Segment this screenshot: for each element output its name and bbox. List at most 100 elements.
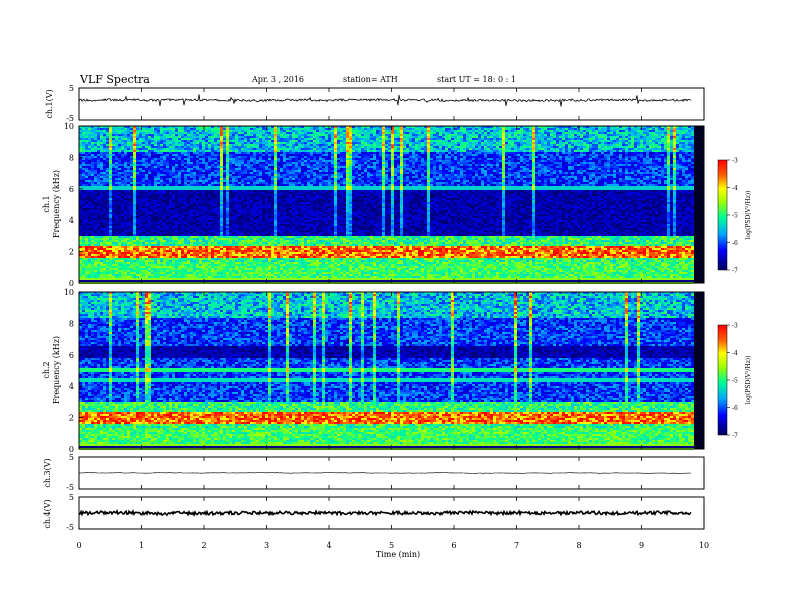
spectrogram-cell (88, 136, 91, 138)
spectrogram-cell (115, 220, 118, 222)
spectrogram-cell (85, 212, 88, 214)
spectrogram-cell (112, 210, 115, 212)
spectrogram-cell (124, 128, 127, 130)
spectrogram-cell (115, 128, 118, 130)
spectrogram-cell (124, 188, 127, 190)
spectrogram-cell (94, 216, 97, 218)
spectrogram-cell (97, 232, 100, 234)
spectrogram-cell (106, 144, 109, 146)
spectrogram-cell (133, 162, 136, 164)
spectrogram-cell (85, 226, 88, 228)
spectrogram-cell (124, 262, 127, 264)
spectrogram-cell (109, 154, 112, 156)
spectrogram-cell (100, 154, 103, 156)
spectrogram-cell (106, 164, 109, 166)
spectrogram-cell (124, 164, 127, 166)
spectrogram-cell (118, 182, 121, 184)
spectrogram-cell (124, 224, 127, 226)
spectrogram-cell (97, 210, 100, 212)
spectrogram-cell (109, 156, 112, 158)
spectrogram-cell (133, 234, 136, 236)
spectrogram-cell (124, 228, 127, 230)
spectrogram-cell (115, 202, 118, 204)
spectrogram-cell (103, 130, 106, 132)
spectrogram-cell (109, 178, 112, 180)
spectrogram-cell (100, 230, 103, 232)
spectrogram-cell (118, 158, 121, 160)
spectrogram-cell (91, 228, 94, 230)
spectrogram-cell (85, 206, 88, 208)
spectrogram-cell (94, 252, 97, 254)
spectrogram-cell (124, 174, 127, 176)
start-time-label: start UT = 18: 0 : 1 (437, 75, 516, 84)
spectrogram-cell (106, 180, 109, 182)
spectrogram-cell (88, 198, 91, 200)
spectrogram-cell (100, 216, 103, 218)
spectrogram-cell (88, 242, 91, 244)
spectrogram-cell (97, 250, 100, 252)
spectrogram-cell (109, 198, 112, 200)
spectrogram-cell (112, 136, 115, 138)
spectrogram-cell (97, 156, 100, 158)
spectrogram-cell (97, 242, 100, 244)
spectrogram-cell (115, 190, 118, 192)
spectrogram-cell (112, 176, 115, 178)
spectrogram-cell (109, 214, 112, 216)
spectrogram-cell (103, 212, 106, 214)
spectrogram-cell (115, 216, 118, 218)
spectrogram-cell (91, 186, 94, 188)
spectrogram-cell (124, 142, 127, 144)
spectrogram-cell (115, 204, 118, 206)
spectrogram-cell (109, 258, 112, 260)
spectrogram-cell (103, 132, 106, 134)
spectrogram-cell (112, 130, 115, 132)
spectrogram-cell (94, 130, 97, 132)
spectrogram-cell (121, 216, 124, 218)
spectrogram-cell (88, 228, 91, 230)
spectrogram-cell (115, 228, 118, 230)
spectrogram-cell (82, 162, 85, 164)
spectrogram-cell (88, 234, 91, 236)
spectrogram-cell (124, 160, 127, 162)
spectrogram-cell (112, 160, 115, 162)
spectrogram-cell (115, 280, 118, 282)
spectrogram-cell (133, 258, 136, 260)
spectrogram-cell (97, 262, 100, 264)
spectrogram-cell (118, 226, 121, 228)
spectrogram-cell (133, 164, 136, 166)
spectrogram-cell (112, 252, 115, 254)
spectrogram-cell (82, 152, 85, 154)
spectrogram-cell (103, 240, 106, 242)
spectrogram-cell (82, 234, 85, 236)
spectrogram-cell (124, 150, 127, 152)
spectrogram-cell (127, 260, 130, 262)
spectrogram-cell (88, 174, 91, 176)
spectrogram-cell (130, 246, 133, 248)
spectrogram-cell (118, 194, 121, 196)
spectrogram-cell (112, 222, 115, 224)
spectrogram-cell (127, 136, 130, 138)
spectrogram-cell (94, 248, 97, 250)
spectrogram-cell (94, 202, 97, 204)
spectrogram-cell (91, 266, 94, 268)
spectrogram-cell (106, 212, 109, 214)
spectrogram-cell (88, 224, 91, 226)
spectrogram-cell (130, 204, 133, 206)
spectrogram-cell (82, 228, 85, 230)
spectrogram-cell (109, 202, 112, 204)
spectrogram-cell (112, 264, 115, 266)
spectrogram-cell (91, 238, 94, 240)
spectrogram-cell (112, 154, 115, 156)
spectrogram-cell (112, 232, 115, 234)
spectrogram-cell (109, 182, 112, 184)
spectrogram-cell (100, 148, 103, 150)
spectrogram-cell (115, 186, 118, 188)
spectrogram-cell (112, 274, 115, 276)
spectrogram-cell (94, 184, 97, 186)
spectrogram-cell (94, 172, 97, 174)
spectrogram-cell (130, 252, 133, 254)
spectrogram-cell (121, 246, 124, 248)
spectrogram-cell (109, 176, 112, 178)
spectrogram-cell (97, 190, 100, 192)
spectrogram-cell (106, 150, 109, 152)
